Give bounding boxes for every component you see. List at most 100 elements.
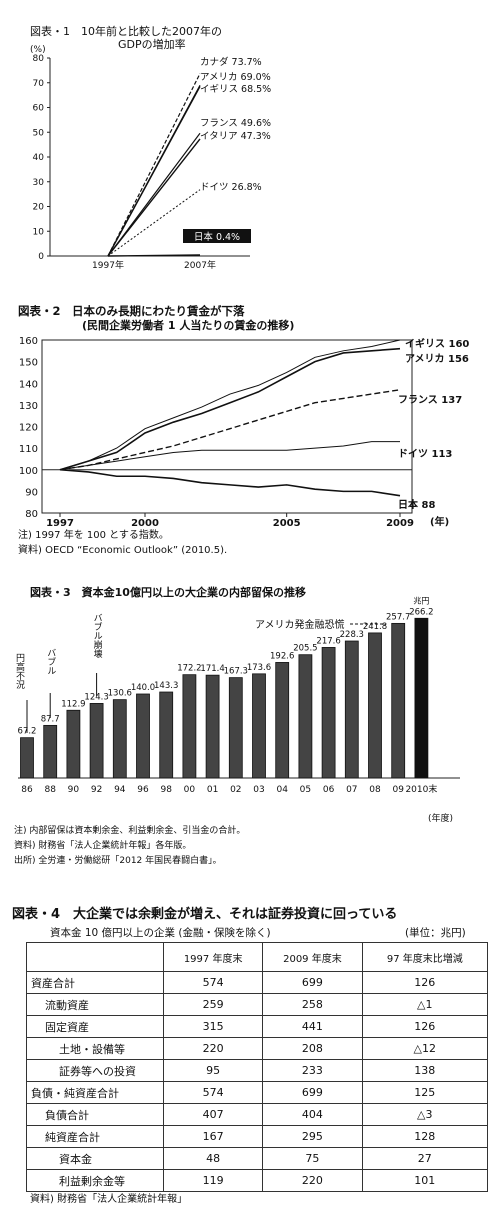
table-cell: 75: [262, 1147, 363, 1170]
bar-value-label: 217.6: [316, 636, 340, 646]
table-row: 負債合計 407 404 △3: [26, 1103, 489, 1126]
figure-1-subtitle: GDPの増加率: [118, 37, 186, 51]
bar: [182, 674, 197, 779]
x-tick-label: 04: [276, 785, 288, 795]
x-tick-label: 94: [114, 785, 126, 795]
x-tick-label: 86: [21, 785, 33, 795]
series-label: ドイツ 113: [398, 448, 452, 460]
bar: [205, 674, 220, 779]
bar: [252, 673, 266, 779]
bar-value-label: 228.3: [340, 630, 364, 640]
x-tick-label: 1997: [46, 518, 74, 529]
bar-value-label: 143.3: [154, 681, 178, 691]
table-row: 固定資産 315 441 126: [26, 1015, 489, 1038]
figure-1-title: 図表・1 10年前と比較した2007年の: [30, 24, 222, 38]
x-tick-label: 02: [230, 785, 241, 795]
figure-3-note-3: 出所) 全労連・労働総研「2012 年国民春闘白書」。: [14, 854, 222, 866]
table-cell: 574: [162, 1081, 264, 1104]
x-tick-label: 05: [300, 785, 311, 795]
table-cell: 220: [162, 1037, 264, 1060]
table-cell: 258: [262, 993, 363, 1016]
column-header: 2009 年度末: [262, 942, 363, 972]
gdp-growth-chart: 図表・1 10年前と比較した2007年の GDPの増加率 (%) 0 10 20 30…: [30, 24, 271, 271]
series-label: イギリス 160: [405, 337, 469, 350]
bar: [228, 677, 243, 779]
figure-4-title: 図表・4 大企業では余剰金が増え、それは証券投資に回っている: [12, 907, 398, 922]
bar-value-label: 205.5: [293, 644, 317, 654]
bar: [66, 709, 81, 779]
bar-value-label: 140.0: [131, 683, 155, 693]
bar: [298, 654, 313, 779]
figure-2-source: 資料) OECD “Economic Outlook” (2010.5).: [18, 543, 227, 556]
table-cell: 233: [262, 1059, 363, 1082]
series-line: [107, 86, 201, 257]
x-tick-label: 07: [346, 785, 357, 795]
bubble-annotation: バブル: [45, 648, 56, 675]
y-tick-label: 10: [33, 227, 45, 237]
series-label: アメリカ 69.0%: [200, 72, 271, 83]
series-line: [59, 339, 401, 471]
y-tick-label: 40: [33, 153, 45, 163]
table-cell: 48: [162, 1147, 264, 1170]
table-cell: 95: [162, 1059, 264, 1082]
series-label: 日本 88: [398, 498, 435, 511]
japan-label-box: [183, 229, 251, 243]
plot-frame: [41, 339, 413, 514]
x-tick-label: 92: [91, 785, 102, 795]
x-tick-label: 98: [160, 785, 172, 795]
y-tick-label: 70: [33, 79, 45, 89]
table-cell: 208: [262, 1037, 363, 1060]
figure-3: 図表・3 資本金10億円以上の大企業の内部留保の推移 アメリカ発金融恐慌 注) …: [0, 578, 500, 888]
bar-value-label: 192.6: [270, 651, 294, 661]
x-tick-label: 88: [44, 785, 56, 795]
table-cell: 101: [361, 1169, 489, 1192]
y-tick-label: 60: [33, 104, 45, 114]
series-line: [59, 441, 400, 471]
row-label: 固定資産: [26, 1015, 164, 1038]
x-tick-label: 03: [253, 785, 264, 795]
figure-2-title: 図表・2 日本のみ長期にわたり賃金が下落: [18, 304, 245, 318]
table-cell: 126: [361, 1015, 489, 1038]
bar: [414, 617, 429, 779]
y-tick-label: 100: [19, 466, 38, 477]
column-header: [26, 942, 164, 972]
bar-value-label: 130.6: [108, 689, 132, 699]
y-tick-label: 80: [33, 54, 45, 64]
row-label: 資本金: [26, 1147, 164, 1170]
table-row: 利益剰余金等 119 220 101: [26, 1169, 489, 1192]
table-row: 負債・純資産合計 574 699 125: [26, 1081, 489, 1104]
bar-value-label: 171.4: [200, 664, 224, 674]
x-tick-label: 2010末: [405, 783, 437, 795]
table-row: 土地・設備等 220 208 △12: [26, 1037, 489, 1060]
table-cell: 574: [162, 971, 264, 994]
figure-4-unit: (単位：兆円): [405, 927, 466, 939]
bar-value-label: 241.8: [363, 622, 387, 632]
table-cell: 119: [162, 1169, 264, 1192]
table-cell: 27: [361, 1147, 489, 1170]
table-cell: 699: [262, 971, 363, 994]
wage-index-chart: 図表・2 日本のみ長期にわたり賃金が下落 (民間企業労働者 1 人当たりの賃金の…: [18, 304, 469, 556]
table-cell: △1: [361, 993, 489, 1016]
figure-2-note: 注) 1997 年を 100 とする指数。: [18, 528, 169, 541]
bar: [275, 662, 290, 779]
series-line: [107, 73, 201, 257]
y-tick-label: 30: [33, 178, 45, 188]
bar-value-label: 124.3: [84, 692, 108, 702]
table-cell: △3: [361, 1103, 489, 1126]
y-tick-label: 120: [19, 423, 38, 434]
x-tick-label: 08: [369, 785, 381, 795]
row-label: 流動資産: [26, 993, 164, 1016]
x-tick-label: 2005: [273, 518, 301, 529]
unit-label: 兆円: [413, 595, 429, 605]
row-label: 純資産合計: [26, 1125, 164, 1148]
table-cell: 126: [361, 971, 489, 994]
column-header: 1997 年度末: [162, 942, 264, 972]
y-tick-label: 0: [38, 252, 44, 262]
series-line: [107, 189, 201, 257]
table-cell: 138: [361, 1059, 489, 1082]
bar: [344, 640, 359, 779]
table-cell: 128: [361, 1125, 489, 1148]
bar: [89, 703, 104, 779]
row-label: 証券等への投資: [26, 1059, 164, 1082]
table-row: 資産合計 574 699 126: [26, 971, 489, 994]
